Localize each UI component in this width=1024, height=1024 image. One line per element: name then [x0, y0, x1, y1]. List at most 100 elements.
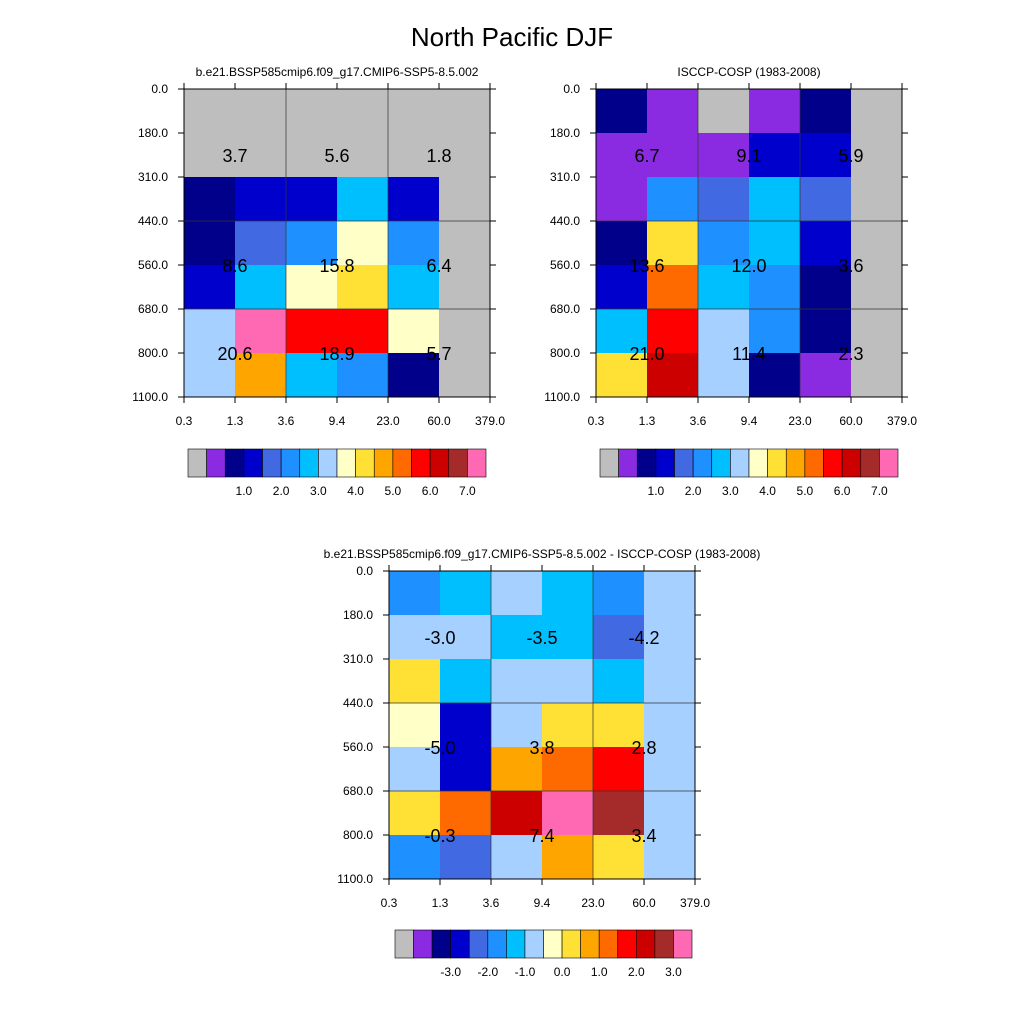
colorbar-swatch	[580, 929, 600, 959]
heatmap-cell	[800, 353, 852, 398]
heatmap-cell	[389, 659, 441, 704]
heatmap-cell	[647, 265, 699, 310]
panel-title: b.e21.BSSP585cmip6.f09_g17.CMIP6-SSP5-8.…	[324, 547, 761, 561]
heatmap-cell	[851, 353, 903, 398]
heatmap-cell	[439, 177, 491, 222]
colorbar-label: -2.0	[477, 965, 498, 979]
x-tick-label: 23.0	[581, 896, 605, 910]
heatmap-cell	[440, 703, 492, 748]
heatmap-cell	[749, 353, 801, 398]
heatmap-cell	[439, 133, 491, 178]
colorbar-label: 7.0	[871, 484, 888, 498]
x-tick-label: 1.3	[639, 414, 656, 428]
heatmap-cell	[389, 747, 441, 792]
heatmap-cell	[698, 353, 750, 398]
colorbar-swatch	[431, 929, 451, 959]
heatmap-cell	[800, 177, 852, 222]
colorbar-swatch	[655, 448, 675, 478]
x-tick-label: 1.3	[432, 896, 449, 910]
cell-value-label: 13.6	[629, 256, 664, 276]
colorbar-swatch	[299, 448, 319, 478]
cell-value-label: -3.5	[526, 628, 557, 648]
colorbar-swatch	[373, 448, 394, 478]
colorbar-label: 5.0	[385, 484, 402, 498]
colorbar: -3.0 -2.0 -1.0 0.0 1.0 2.0 3.0	[394, 929, 693, 979]
heatmap-cell	[491, 615, 543, 660]
y-tick-label: 0.0	[356, 564, 373, 578]
heatmap-cell	[851, 177, 903, 222]
colorbar-label: 1.0	[236, 484, 253, 498]
colorbar-label: 4.0	[347, 484, 364, 498]
colorbar-label: 3.0	[310, 484, 327, 498]
colorbar-swatch	[617, 929, 637, 959]
heatmap-cell	[389, 615, 441, 660]
colorbar-swatch	[467, 448, 487, 478]
y-tick-label: 440.0	[138, 214, 168, 228]
heatmap-cell	[647, 89, 699, 134]
x-tick-label: 23.0	[376, 414, 400, 428]
heatmap-cell	[235, 309, 287, 354]
colorbar-swatch	[841, 448, 862, 478]
heatmap-cell	[542, 791, 594, 836]
heatmap-panel-1: b.e21.BSSP585cmip6.f09_g17.CMIP6-SSP5-8.…	[132, 65, 505, 498]
heatmap-cell	[800, 133, 852, 178]
heatmap-cell	[389, 835, 441, 880]
heatmap-cell	[800, 221, 852, 266]
heatmap-cell	[439, 221, 491, 266]
heatmap-cell	[337, 133, 389, 178]
colorbar-swatch	[506, 929, 526, 959]
colorbar-label: 2.0	[685, 484, 702, 498]
heatmap-cell	[749, 309, 801, 354]
heatmap-cell	[800, 89, 852, 134]
colorbar-swatch	[598, 929, 619, 959]
x-tick-label: 379.0	[475, 414, 505, 428]
colorbar-swatch	[392, 448, 412, 478]
y-tick-label: 310.0	[343, 652, 373, 666]
heatmap-cell	[749, 221, 801, 266]
heatmap-cell	[542, 571, 594, 616]
heatmap-cell	[389, 571, 441, 616]
colorbar-label: 3.0	[722, 484, 739, 498]
colorbar: 1.0 2.0 3.0 4.0 5.0 6.0 7.0	[599, 448, 899, 498]
cell-value-label: 6.4	[426, 256, 451, 276]
heatmap-cell	[749, 133, 801, 178]
heatmap-cell	[439, 265, 491, 310]
cell-value-label: 1.8	[426, 146, 451, 166]
heatmap-cell	[286, 309, 338, 354]
heatmap-cell	[596, 353, 648, 398]
cell-value-label: 3.4	[631, 826, 656, 846]
x-tick-label: 0.3	[381, 896, 398, 910]
y-tick-label: 680.0	[343, 784, 373, 798]
colorbar-swatch	[524, 929, 544, 959]
colorbar-label: 2.0	[273, 484, 290, 498]
colorbar: 1.0 2.0 3.0 4.0 5.0 6.0 7.0	[187, 448, 487, 498]
heatmap-cell	[388, 221, 440, 266]
colorbar-label: -3.0	[440, 965, 461, 979]
heatmap-cell	[593, 703, 645, 748]
heatmap-cell	[235, 353, 287, 398]
heatmap-cell	[851, 309, 903, 354]
cell-value-label: 5.6	[324, 146, 349, 166]
y-tick-label: 310.0	[138, 170, 168, 184]
heatmap-cell	[337, 309, 389, 354]
colorbar-label: 1.0	[591, 965, 608, 979]
colorbar-label: 0.0	[554, 965, 571, 979]
heatmap-cell	[440, 835, 492, 880]
x-tick-label: 9.4	[534, 896, 551, 910]
colorbar-swatch	[280, 448, 301, 478]
colorbar-swatch	[355, 448, 375, 478]
x-tick-label: 379.0	[887, 414, 917, 428]
colorbar-swatch	[804, 448, 824, 478]
x-tick-label: 3.6	[483, 896, 500, 910]
heatmap-cell	[491, 703, 543, 748]
x-tick-label: 60.0	[427, 414, 451, 428]
colorbar-swatch	[206, 448, 226, 478]
heatmap-cell	[184, 353, 236, 398]
y-tick-label: 180.0	[343, 608, 373, 622]
heatmap-cell	[286, 353, 338, 398]
colorbar-label: -1.0	[515, 965, 536, 979]
cell-value-label: 7.4	[529, 826, 554, 846]
colorbar-swatch	[411, 448, 431, 478]
heatmap-cell	[698, 265, 750, 310]
heatmap-cell	[184, 133, 236, 178]
